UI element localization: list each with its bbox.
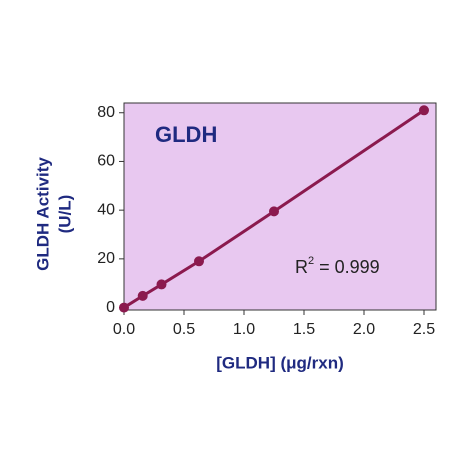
- annotation-base: R: [295, 257, 308, 277]
- y-tick-label: 60: [97, 153, 115, 170]
- x-tick-label: 2.0: [353, 321, 375, 338]
- data-point: [194, 256, 204, 267]
- y-axis-label: GLDH Activity: [33, 157, 52, 271]
- y-tick-label: 20: [97, 250, 115, 267]
- chart-title: GLDH: [155, 122, 217, 147]
- x-tick-label: 0.0: [113, 321, 135, 338]
- annotation: R2 = 0.999: [295, 255, 380, 277]
- y-tick-label: 0: [106, 299, 115, 316]
- annotation-sup: 2: [308, 255, 314, 267]
- data-point: [156, 279, 167, 290]
- x-axis-label: [GLDH] (μg/rxn): [216, 353, 344, 372]
- x-tick-label: 1.5: [293, 321, 315, 338]
- x-tick-label: 0.5: [173, 321, 195, 338]
- y-tick-label: 40: [97, 201, 115, 218]
- y-axis-label: (U/L): [55, 195, 74, 234]
- x-tick-label: 2.5: [413, 321, 435, 338]
- x-tick-label: 1.0: [233, 321, 255, 338]
- data-point: [419, 105, 429, 116]
- data-point: [119, 302, 129, 313]
- data-point: [137, 290, 148, 301]
- y-tick-label: 80: [97, 104, 115, 121]
- annotation-text: = 0.999: [319, 257, 380, 277]
- data-point: [269, 206, 279, 217]
